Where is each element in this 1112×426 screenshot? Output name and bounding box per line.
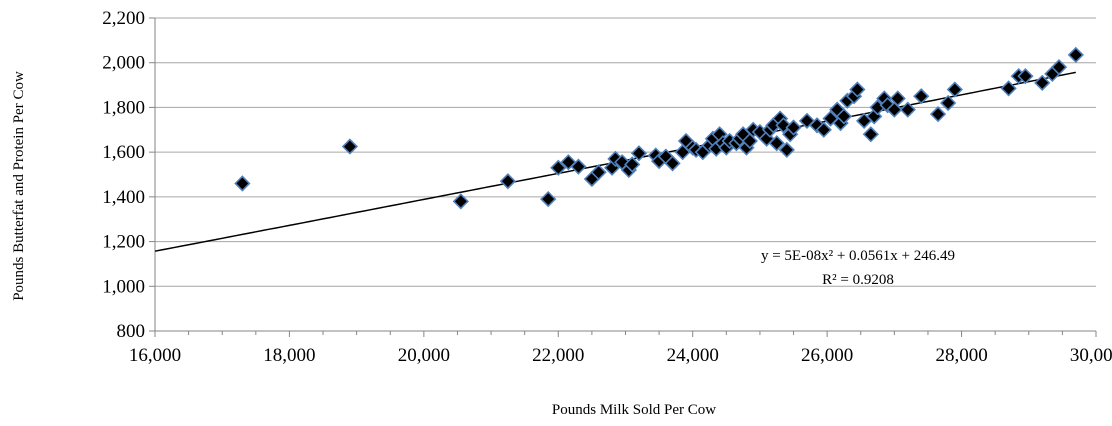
data-point (835, 108, 853, 125)
data-point (862, 126, 879, 143)
data-point (452, 193, 469, 210)
x-tick-label: 20,000 (398, 345, 450, 366)
data-point (1067, 46, 1084, 64)
data-point (913, 88, 930, 105)
x-tick-label: 28,000 (935, 345, 987, 366)
y-axis-title: Pounds Butterfat and Protein Per Cow (11, 71, 27, 301)
x-tick-label: 18,000 (263, 345, 315, 366)
y-tick-label: 2,000 (102, 53, 145, 74)
data-point (234, 175, 251, 192)
data-point (946, 81, 963, 98)
tick-labels: 800 1,000 1,200 1,400 1,600 1,800 2,000 2,200 16… (102, 8, 1112, 366)
data-point (1034, 74, 1051, 91)
data-point (1017, 67, 1034, 85)
data-point (815, 121, 832, 138)
data-point (1000, 80, 1017, 97)
x-tick-label: 16,000 (129, 345, 181, 366)
x-tick-label: 30,000 (1070, 345, 1112, 366)
x-axis-title: Pounds Milk Sold Per Cow (552, 402, 716, 418)
data-point (939, 94, 957, 112)
data-point (570, 158, 587, 175)
x-tick-label: 22,000 (532, 345, 584, 366)
data-point (590, 164, 607, 181)
data-point (624, 156, 641, 173)
data-point (341, 138, 359, 155)
y-tick-label: 1,400 (102, 187, 145, 208)
data-point (499, 173, 517, 190)
data-point (849, 81, 866, 98)
axes (149, 17, 1097, 337)
y-tick-label: 1,000 (102, 276, 145, 297)
y-tick-label: 2,200 (102, 8, 145, 29)
trendline-r-squared: R² = 0.9208 (822, 272, 894, 288)
data-point (889, 90, 906, 107)
x-tick-label: 26,000 (801, 345, 853, 366)
data-point (550, 159, 567, 176)
y-tick-label: 1,600 (102, 142, 145, 163)
data-point (1050, 59, 1068, 76)
data-point (664, 155, 681, 172)
data-point (630, 145, 648, 162)
gridlines (155, 17, 1096, 332)
data-point (768, 135, 785, 152)
y-tick-label: 1,200 (102, 232, 145, 253)
y-tick-label: 1,800 (102, 97, 145, 118)
data-points (234, 46, 1084, 210)
data-point (899, 101, 916, 118)
data-point (540, 190, 557, 208)
x-tick-label: 24,000 (667, 345, 719, 366)
y-tick-label: 800 (117, 321, 146, 342)
data-point (929, 106, 947, 123)
trendline-equation: y = 5E-08x² + 0.0561x + 246.49 (761, 248, 955, 264)
data-point (785, 119, 802, 136)
data-point (778, 141, 795, 159)
